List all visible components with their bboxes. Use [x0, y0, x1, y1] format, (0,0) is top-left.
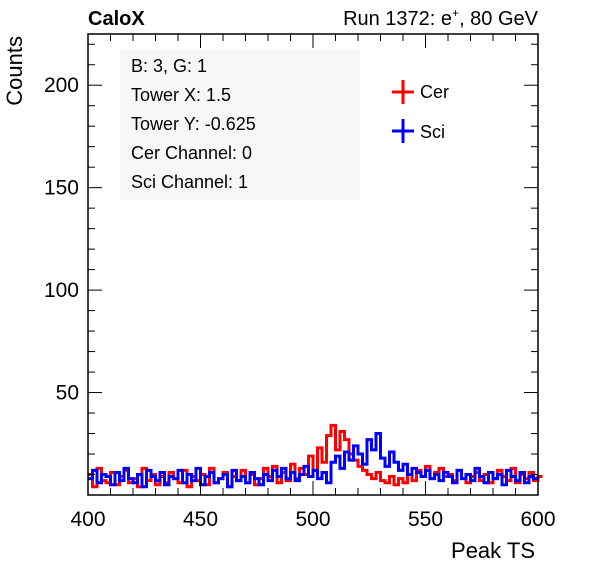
x-axis-title: Peak TS — [451, 538, 535, 563]
y-tick-label: 200 — [44, 74, 79, 97]
y-axis-title: Counts — [2, 36, 27, 106]
header-run-superscript: + — [452, 6, 459, 20]
y-tick-label: 50 — [56, 382, 79, 405]
legend-sci-label: Sci — [420, 122, 445, 142]
y-tick-label: 150 — [44, 177, 79, 200]
header-run-label: Run 1372: e+, 80 GeV — [343, 6, 539, 30]
x-tick-label: 600 — [520, 508, 555, 531]
x-tick-label: 550 — [408, 508, 443, 531]
info-line-board: B: 3, G: 1 — [131, 56, 207, 76]
legend-cer-label: Cer — [420, 82, 449, 102]
x-tick-label: 500 — [295, 508, 330, 531]
legend: Cer Sci — [392, 80, 449, 143]
header-run-suffix: , 80 GeV — [459, 8, 539, 30]
header-run-prefix: Run 1372: e — [343, 8, 452, 30]
info-line-tower-x: Tower X: 1.5 — [131, 85, 231, 105]
series-layer — [88, 423, 543, 489]
info-line-cer-channel: Cer Channel: 0 — [131, 143, 252, 163]
header-experiment-label: CaloX — [88, 8, 145, 30]
info-box — [120, 50, 360, 200]
info-line-tower-y: Tower Y: -0.625 — [131, 114, 256, 134]
tick-layer: 400 450 500 550 600 50 100 150 200 — [44, 34, 556, 531]
y-tick-label: 100 — [44, 279, 79, 302]
info-line-sci-channel: Sci Channel: 1 — [131, 172, 248, 192]
x-tick-label: 400 — [70, 508, 105, 531]
x-tick-label: 450 — [183, 508, 218, 531]
series-sci-line — [88, 432, 538, 489]
